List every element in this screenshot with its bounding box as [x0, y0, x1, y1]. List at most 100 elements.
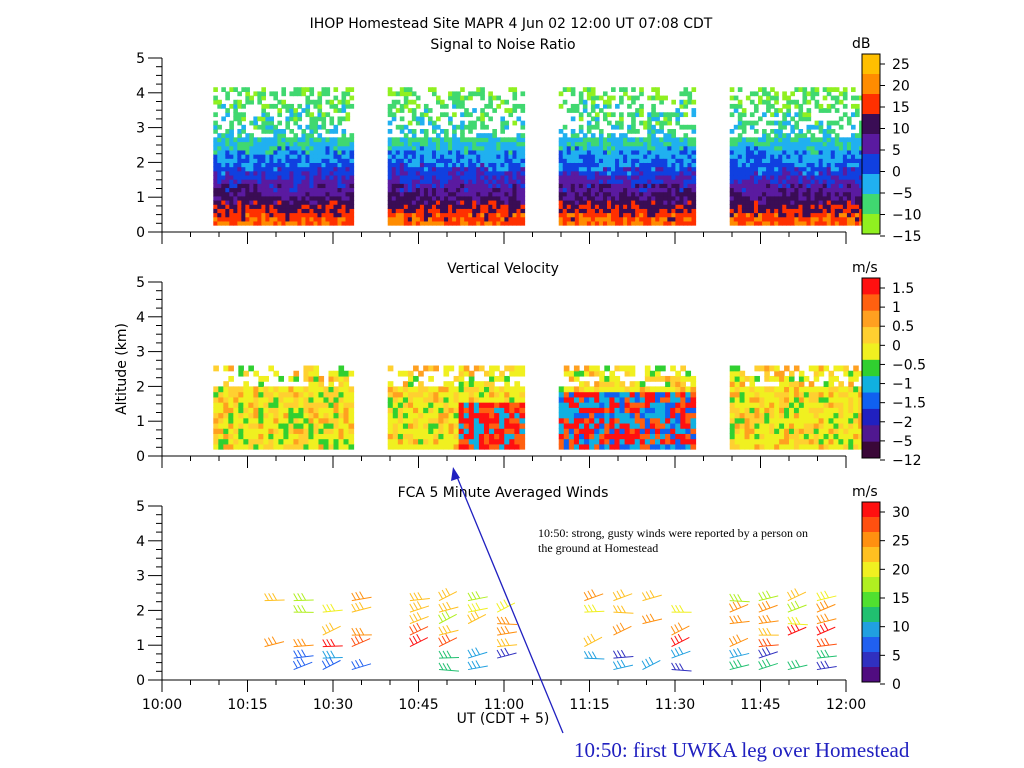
snr-cell [850, 112, 856, 118]
vv-cell [213, 391, 219, 398]
snr-cell [452, 183, 457, 189]
snr-cell [631, 187, 636, 193]
snr-cell [415, 174, 421, 180]
snr-cell [245, 179, 250, 184]
vv-cell [609, 375, 616, 382]
vv-cell [624, 438, 631, 445]
snr-cell [667, 137, 672, 143]
snr-cell [464, 195, 469, 201]
vv-cell [489, 381, 495, 387]
snr-cell [598, 216, 604, 222]
snr-cell [729, 158, 735, 163]
snr-cell [233, 174, 238, 180]
vv-cell [619, 391, 626, 398]
snr-cell [798, 187, 804, 193]
snr-cell [395, 166, 401, 172]
snr-cell [859, 95, 864, 101]
snr-cell [745, 191, 751, 197]
snr-cell [818, 212, 824, 218]
snr-cell [285, 208, 291, 214]
snr-cell [859, 149, 864, 155]
vv-cell [573, 375, 580, 382]
snr-cell [285, 145, 291, 151]
snr-cell [691, 191, 697, 197]
snr-cell [480, 95, 485, 101]
snr-cell [468, 212, 473, 218]
snr-cell [241, 149, 246, 155]
snr-cell [245, 199, 250, 205]
snr-cell [737, 162, 743, 168]
snr-cell [488, 208, 493, 214]
snr-cell [562, 179, 568, 184]
snr-cell [480, 166, 485, 172]
snr-cell [667, 170, 672, 176]
vv-cell [629, 417, 636, 424]
snr-cell [753, 170, 759, 176]
snr-cell [741, 137, 747, 143]
snr-cell [729, 212, 735, 218]
snr-cell [293, 216, 299, 222]
snr-cell [778, 187, 783, 193]
vv-cell [318, 402, 325, 408]
snr-cell [602, 154, 608, 159]
vv-cell [433, 443, 439, 450]
snr-cell [782, 216, 787, 222]
vv-cell [238, 407, 244, 414]
colorbar-unit: dB [852, 36, 871, 52]
vv-cell [774, 443, 780, 450]
snr-cell [582, 208, 588, 214]
snr-cell [639, 112, 644, 118]
snr-cell [651, 204, 656, 209]
snr-cell [217, 137, 222, 143]
snr-cell [229, 128, 234, 134]
snr-cell [520, 133, 526, 138]
vv-cell [578, 428, 585, 434]
vv-cell [253, 443, 259, 450]
snr-cell [516, 183, 522, 189]
snr-cell [745, 166, 751, 172]
snr-cell [790, 183, 795, 189]
snr-cell [607, 95, 612, 101]
snr-cell [225, 212, 230, 218]
snr-cell [855, 112, 860, 118]
snr-cell [566, 141, 572, 147]
snr-cell [436, 141, 441, 147]
snr-cell [683, 179, 689, 184]
snr-cell [659, 162, 664, 168]
vv-cell [690, 402, 697, 408]
snr-cell [582, 137, 588, 143]
snr-cell [729, 216, 735, 222]
snr-cell [635, 162, 640, 168]
snr-cell [794, 145, 800, 151]
snr-cell [225, 154, 230, 159]
snr-cell [297, 166, 303, 172]
vv-cell [690, 375, 697, 382]
snr-cell [468, 166, 473, 172]
snr-cell [655, 120, 660, 126]
vv-cell [599, 428, 605, 434]
vv-cell [213, 396, 219, 403]
snr-cell [619, 174, 624, 180]
snr-cell [464, 179, 469, 184]
snr-cell [745, 141, 751, 147]
snr-cell [671, 99, 677, 105]
vv-cell [418, 412, 424, 419]
snr-cell [444, 162, 449, 168]
snr-cell [578, 187, 584, 193]
snr-cell [859, 212, 864, 218]
snr-cell [257, 137, 262, 143]
vv-cell [303, 375, 310, 382]
snr-cell [337, 166, 343, 172]
vv-cell [308, 391, 315, 398]
snr-cell [838, 91, 844, 97]
snr-cell [655, 170, 660, 176]
snr-cell [855, 199, 860, 205]
vv-cell [599, 386, 605, 393]
snr-cell [313, 212, 319, 218]
snr-cell [798, 212, 804, 218]
snr-cell [488, 116, 493, 122]
vv-cell [278, 422, 285, 429]
snr-cell [655, 183, 660, 189]
snr-cell [273, 170, 279, 176]
snr-cell [237, 170, 242, 176]
